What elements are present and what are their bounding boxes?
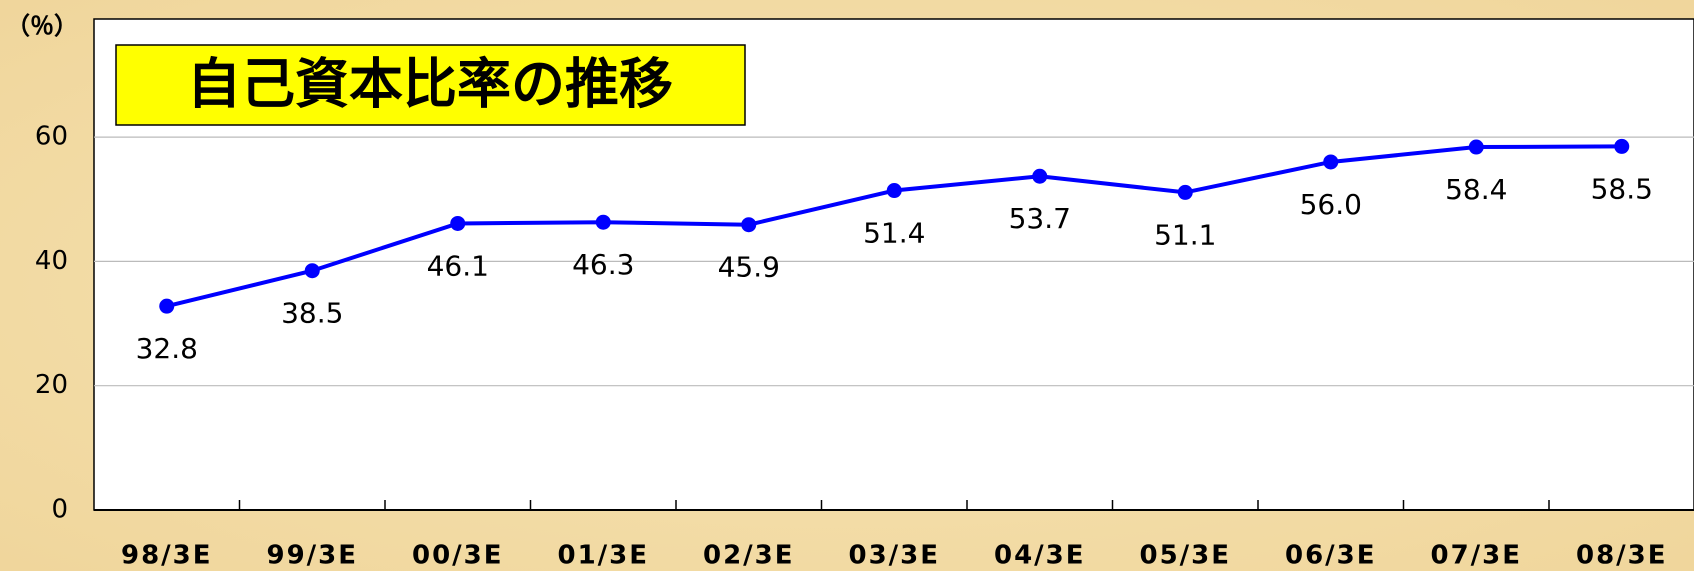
data-label: 58.4: [1445, 173, 1507, 206]
x-tick-label: 02/3E: [703, 541, 795, 571]
x-tick-label: 05/3E: [1139, 541, 1231, 571]
data-label: 56.0: [1300, 188, 1362, 221]
data-point: [741, 217, 757, 233]
data-label: 46.3: [572, 248, 634, 281]
data-label: 45.9: [718, 251, 780, 284]
data-label: 53.7: [1009, 202, 1071, 235]
x-tick-label: 06/3E: [1285, 541, 1377, 571]
data-label: 38.5: [281, 297, 343, 330]
data-point: [1032, 168, 1048, 184]
y-tick-label: 0: [51, 495, 68, 525]
y-tick-label: 60: [35, 122, 68, 152]
y-axis-label: （％）: [6, 12, 78, 40]
data-point: [159, 298, 175, 314]
x-tick-label: 98/3E: [121, 541, 213, 571]
data-label: 58.5: [1591, 172, 1653, 205]
x-tick-label: 07/3E: [1430, 541, 1522, 571]
data-label: 46.1: [427, 249, 489, 282]
x-tick-label: 04/3E: [994, 541, 1086, 571]
data-label: 51.4: [863, 217, 925, 250]
data-label: 32.8: [136, 332, 198, 365]
data-point: [1323, 154, 1339, 170]
data-label: 51.1: [1154, 218, 1216, 251]
y-tick-label: 20: [35, 370, 68, 400]
data-point: [1177, 184, 1193, 200]
x-tick-label: 00/3E: [412, 541, 504, 571]
x-tick-label: 08/3E: [1576, 541, 1668, 571]
data-point: [595, 214, 611, 230]
x-tick-label: 03/3E: [848, 541, 940, 571]
data-point: [1614, 138, 1630, 154]
x-tick-label: 01/3E: [557, 541, 649, 571]
data-point: [304, 263, 320, 279]
y-tick-label: 40: [35, 246, 68, 276]
title-box: [115, 44, 746, 126]
data-point: [450, 215, 466, 231]
chart-title: 自己資本比率の推移: [187, 53, 673, 116]
x-tick-label: 99/3E: [266, 541, 358, 571]
data-point: [1468, 139, 1484, 155]
data-point: [886, 183, 902, 199]
